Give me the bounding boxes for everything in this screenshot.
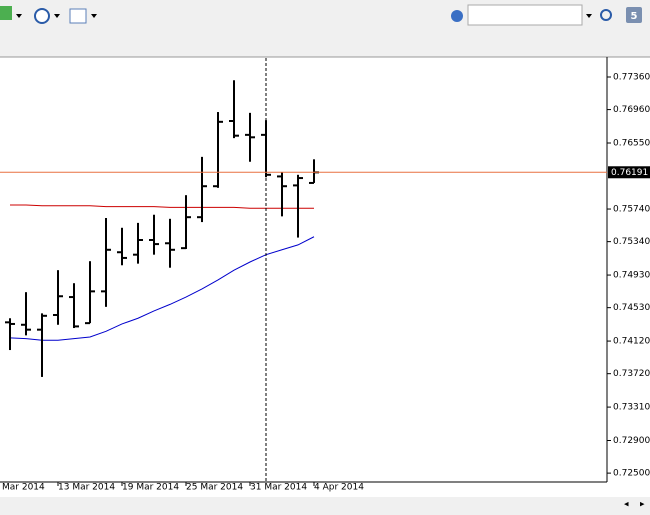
y-tick-label: 0.75340 <box>613 237 650 247</box>
y-tick-label: 0.77360 <box>613 72 650 82</box>
y-tick-label: 0.74120 <box>613 337 650 347</box>
search-icon[interactable] <box>600 9 612 21</box>
y-tick-label: 0.72500 <box>613 469 650 479</box>
chart-area <box>0 57 650 497</box>
scroll-left[interactable]: ◂ <box>624 500 629 510</box>
chart-icon[interactable] <box>69 8 87 24</box>
x-tick-label: 4 Apr 2014 <box>314 483 364 493</box>
y-tick-label: 0.73310 <box>613 403 650 413</box>
y-tick-label: 0.76550 <box>613 139 650 149</box>
new-order-icon[interactable] <box>0 6 12 20</box>
price-label-box <box>608 166 650 179</box>
clock-icon[interactable] <box>34 8 50 24</box>
x-tick-label: Mar 2014 <box>2 483 45 493</box>
toolbar-buttons[interactable]: 5 <box>0 4 642 26</box>
dropdown-arrow[interactable] <box>586 14 592 18</box>
y-tick-label: 0.72900 <box>613 436 650 446</box>
dropdown-arrow <box>54 14 60 18</box>
scrollbar[interactable] <box>0 497 650 511</box>
search-box[interactable] <box>467 4 583 26</box>
badge-icon[interactable] <box>626 7 642 23</box>
x-tick-label: 31 Mar 2014 <box>250 483 307 493</box>
indicator-line <box>10 204 314 209</box>
dropdown-arrow <box>91 14 97 18</box>
y-tick-label: 0.74530 <box>613 303 650 313</box>
x-tick-label: 25 Mar 2014 <box>186 483 243 493</box>
badge: 5 <box>631 11 638 22</box>
x-tick-label: 13 Mar 2014 <box>58 483 115 493</box>
dropdown-arrow <box>16 14 22 18</box>
scroll-right[interactable]: ▸ <box>640 500 645 510</box>
price-label: 0.76191 <box>611 168 648 178</box>
y-tick-label: 0.73720 <box>613 369 650 379</box>
settings-icon[interactable] <box>451 10 463 22</box>
y-tick-label: 0.74930 <box>613 271 650 281</box>
y-tick-label: 0.76960 <box>613 105 650 115</box>
indicator-line <box>9 236 315 341</box>
y-tick-label: 0.75740 <box>613 205 650 215</box>
x-tick-label: 19 Mar 2014 <box>122 483 179 493</box>
